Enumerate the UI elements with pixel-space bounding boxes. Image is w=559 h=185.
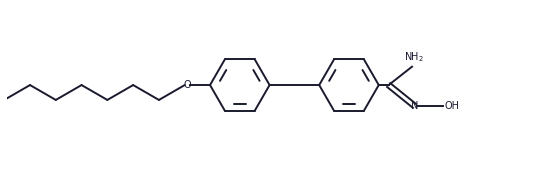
Text: OH: OH — [444, 101, 459, 111]
Text: O: O — [184, 80, 192, 90]
Text: N: N — [411, 101, 418, 111]
Text: NH$_2$: NH$_2$ — [404, 50, 423, 64]
